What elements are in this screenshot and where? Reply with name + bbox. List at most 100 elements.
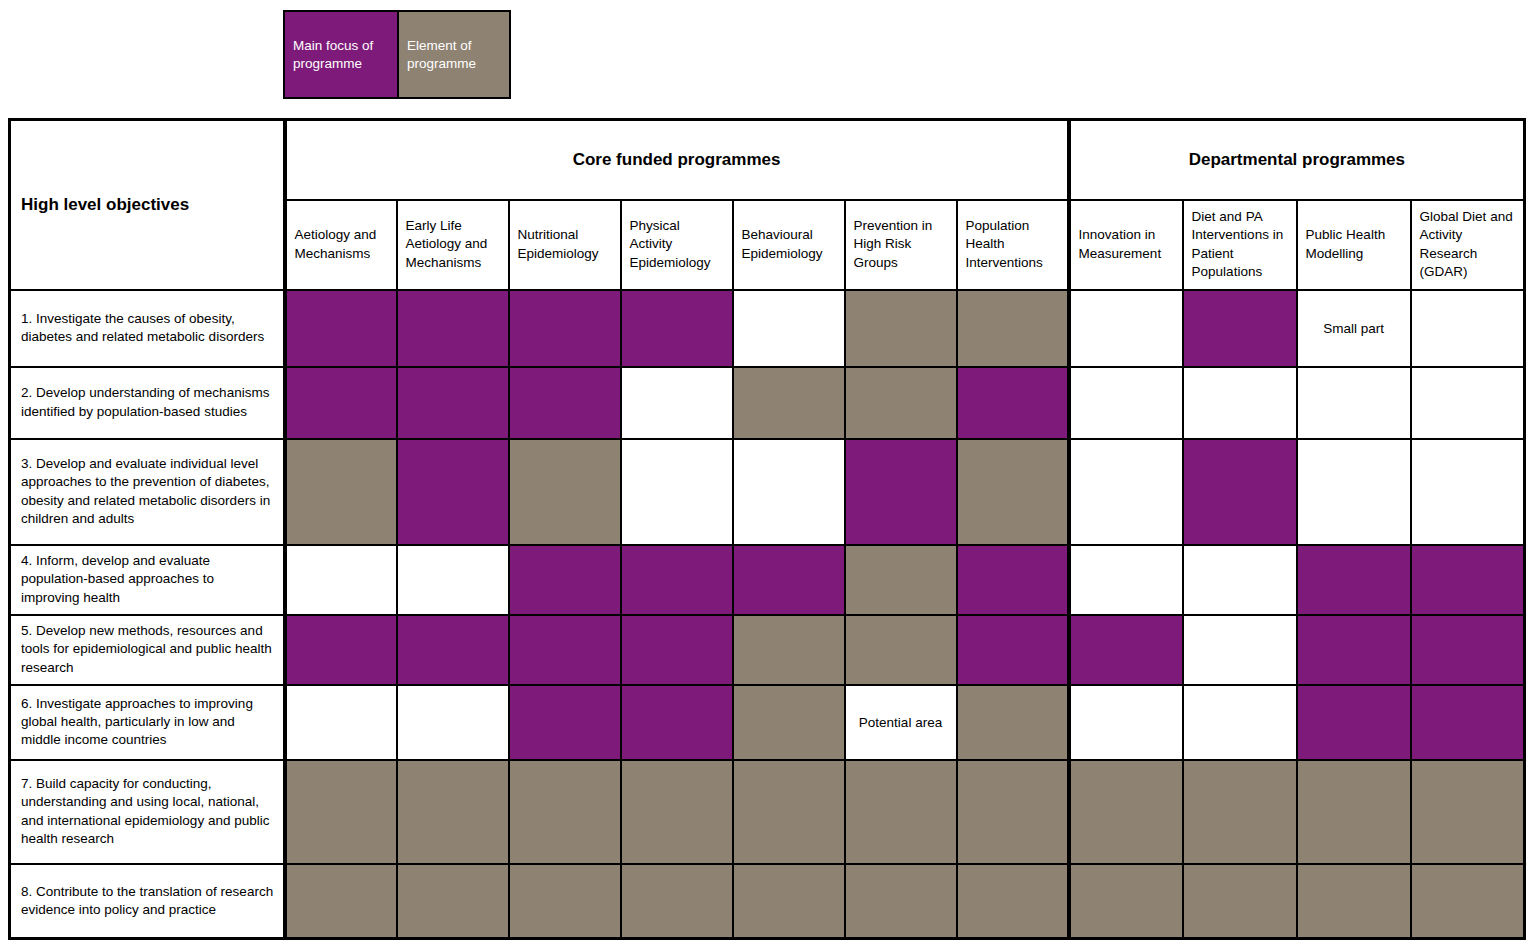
matrix-cell (285, 290, 397, 367)
matrix-cell (1297, 367, 1411, 439)
legend-item-element: Element of programme (397, 12, 509, 97)
matrix-cell (733, 685, 845, 760)
matrix-cell (1183, 685, 1297, 760)
matrix-cell (1183, 290, 1297, 367)
matrix-cell (733, 545, 845, 615)
matrix-cell (1183, 439, 1297, 545)
matrix-cell (1069, 290, 1183, 367)
matrix-cell (957, 439, 1069, 545)
matrix-cell (1297, 545, 1411, 615)
matrix-cell (957, 615, 1069, 685)
matrix-cell (1069, 439, 1183, 545)
matrix-cell (509, 367, 621, 439)
matrix-cell (509, 760, 621, 864)
matrix-cell (285, 864, 397, 939)
legend-item-label: Element of programme (407, 37, 501, 72)
matrix-cell (1183, 545, 1297, 615)
objective-label: 6. Investigate approaches to improving g… (10, 685, 285, 760)
matrix-cell (397, 685, 509, 760)
matrix-cell (397, 367, 509, 439)
matrix-cell (733, 615, 845, 685)
matrix-cell (397, 615, 509, 685)
column-header: Diet and PA Interventions in Patient Pop… (1183, 200, 1297, 290)
matrix-cell (845, 760, 957, 864)
matrix-cell (1069, 615, 1183, 685)
objective-label: 4. Inform, develop and evaluate populati… (10, 545, 285, 615)
matrix-cell (957, 290, 1069, 367)
matrix-cell (621, 439, 733, 545)
column-header: Nutritional Epidemiology (509, 200, 621, 290)
matrix-cell (1069, 760, 1183, 864)
objective-label: 2. Develop understanding of mechanisms i… (10, 367, 285, 439)
matrix-cell (1297, 685, 1411, 760)
legend-item-main-focus: Main focus of programme (285, 12, 397, 97)
matrix-cell (1297, 760, 1411, 864)
matrix-cell (509, 864, 621, 939)
matrix-cell (621, 864, 733, 939)
matrix-cell (397, 760, 509, 864)
column-header: Physical Activity Epidemiology (621, 200, 733, 290)
matrix-cell (1411, 439, 1525, 545)
matrix-cell (1069, 864, 1183, 939)
matrix-cell (1183, 615, 1297, 685)
matrix-cell (845, 290, 957, 367)
matrix-cell (957, 367, 1069, 439)
matrix-cell (285, 760, 397, 864)
table-row: 2. Develop understanding of mechanisms i… (10, 367, 1525, 439)
column-header: Prevention in High Risk Groups (845, 200, 957, 290)
corner-header: High level objectives (10, 120, 285, 290)
matrix-cell (1297, 615, 1411, 685)
cell-note: Potential area (859, 715, 942, 730)
cell-note: Small part (1323, 321, 1384, 336)
matrix-cell (733, 864, 845, 939)
matrix-cell (1297, 439, 1411, 545)
column-header: Innovation in Measurement (1069, 200, 1183, 290)
matrix-cell: Small part (1297, 290, 1411, 367)
legend: Main focus of programme Element of progr… (283, 10, 511, 99)
column-header: Aetiology and Mechanisms (285, 200, 397, 290)
matrix-table: High level objectives Core funded progra… (8, 118, 1526, 940)
matrix-cell (845, 615, 957, 685)
matrix-cell (509, 545, 621, 615)
matrix-cell (397, 290, 509, 367)
matrix-cell (621, 685, 733, 760)
matrix-cell (621, 290, 733, 367)
column-header: Early Life Aetiology and Mechanisms (397, 200, 509, 290)
matrix-cell (1069, 685, 1183, 760)
matrix-cell (733, 439, 845, 545)
legend-item-label: Main focus of programme (293, 37, 389, 72)
matrix-cell (733, 367, 845, 439)
matrix-cell (1183, 367, 1297, 439)
group-header-core-funded: Core funded programmes (285, 120, 1069, 200)
matrix-cell (397, 545, 509, 615)
matrix-cell (1411, 760, 1525, 864)
matrix-cell (397, 864, 509, 939)
matrix-cell (285, 545, 397, 615)
matrix-cell (957, 760, 1069, 864)
matrix-cell (621, 545, 733, 615)
matrix-cell (957, 864, 1069, 939)
group-header-departmental: Departmental programmes (1069, 120, 1525, 200)
matrix-cell (1069, 367, 1183, 439)
table-row: 6. Investigate approaches to improving g… (10, 685, 1525, 760)
matrix-cell (285, 685, 397, 760)
matrix-cell (1411, 864, 1525, 939)
matrix-cell (1411, 685, 1525, 760)
table-row: 3. Develop and evaluate individual level… (10, 439, 1525, 545)
objective-label: 3. Develop and evaluate individual level… (10, 439, 285, 545)
matrix-cell (621, 615, 733, 685)
matrix-cell (845, 864, 957, 939)
matrix-cell (509, 685, 621, 760)
matrix-cell (621, 760, 733, 864)
matrix-cell (733, 760, 845, 864)
matrix-cell (509, 615, 621, 685)
matrix-cell (509, 439, 621, 545)
objective-label: 7. Build capacity for conducting, unders… (10, 760, 285, 864)
matrix-cell (285, 367, 397, 439)
matrix-cell (621, 367, 733, 439)
matrix-cell (1183, 760, 1297, 864)
matrix-cell: Potential area (845, 685, 957, 760)
table-row: 7. Build capacity for conducting, unders… (10, 760, 1525, 864)
matrix-cell (1411, 615, 1525, 685)
matrix-cell (845, 367, 957, 439)
